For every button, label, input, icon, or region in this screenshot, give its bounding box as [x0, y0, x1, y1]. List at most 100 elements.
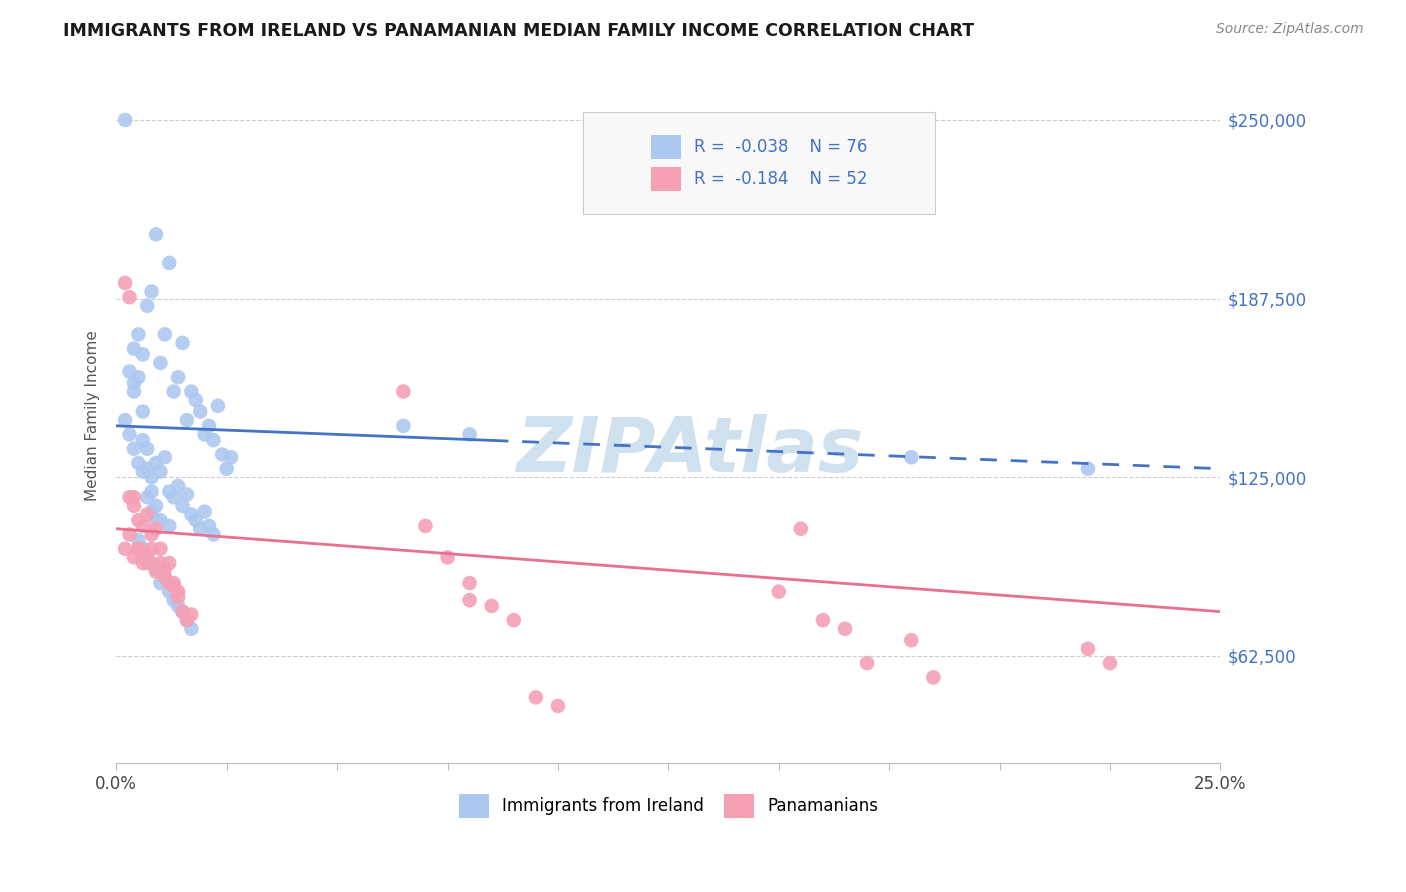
- Point: [1098, 656, 1121, 670]
- Point: [136, 491, 159, 505]
- Point: [145, 456, 167, 470]
- Point: [176, 613, 198, 627]
- Point: [132, 433, 155, 447]
- Point: [176, 613, 198, 627]
- Point: [122, 376, 145, 390]
- Point: [194, 427, 217, 442]
- Point: [219, 450, 242, 465]
- Point: [180, 508, 202, 522]
- Point: [198, 519, 221, 533]
- Point: [127, 370, 149, 384]
- Point: [458, 576, 481, 591]
- Point: [202, 527, 225, 541]
- Point: [415, 519, 437, 533]
- Point: [180, 622, 202, 636]
- Point: [153, 562, 176, 576]
- Point: [136, 548, 159, 562]
- Point: [167, 599, 190, 613]
- Point: [194, 505, 217, 519]
- Point: [132, 556, 155, 570]
- Point: [132, 465, 155, 479]
- Point: [172, 605, 194, 619]
- Point: [163, 593, 186, 607]
- Point: [176, 487, 198, 501]
- Point: [145, 522, 167, 536]
- Point: [198, 418, 221, 433]
- Point: [502, 613, 524, 627]
- Point: [149, 356, 172, 370]
- Point: [145, 562, 167, 576]
- Point: [149, 513, 172, 527]
- Point: [149, 556, 172, 570]
- Point: [392, 384, 415, 399]
- Point: [167, 591, 190, 605]
- Point: [458, 427, 481, 442]
- Point: [141, 505, 163, 519]
- Point: [900, 633, 922, 648]
- Point: [114, 541, 136, 556]
- Point: [136, 508, 159, 522]
- Point: [157, 256, 180, 270]
- Point: [122, 384, 145, 399]
- Point: [153, 450, 176, 465]
- Point: [215, 461, 238, 475]
- Point: [157, 556, 180, 570]
- Point: [118, 290, 141, 304]
- Point: [118, 365, 141, 379]
- Point: [145, 513, 167, 527]
- Point: [127, 541, 149, 556]
- Point: [141, 484, 163, 499]
- Point: [547, 698, 569, 713]
- Point: [180, 384, 202, 399]
- Point: [188, 522, 211, 536]
- Y-axis label: Median Family Income: Median Family Income: [86, 330, 100, 501]
- Point: [132, 550, 155, 565]
- Point: [188, 404, 211, 418]
- Point: [436, 550, 458, 565]
- Point: [157, 484, 180, 499]
- Point: [157, 576, 180, 591]
- Point: [1077, 641, 1099, 656]
- Point: [149, 465, 172, 479]
- Point: [184, 393, 207, 408]
- Point: [167, 370, 190, 384]
- Point: [856, 656, 879, 670]
- Point: [172, 499, 194, 513]
- Point: [211, 447, 233, 461]
- Point: [834, 622, 856, 636]
- Point: [136, 442, 159, 456]
- Point: [811, 613, 834, 627]
- Point: [145, 499, 167, 513]
- Point: [163, 384, 186, 399]
- Point: [172, 335, 194, 350]
- Point: [922, 670, 945, 684]
- Point: [122, 550, 145, 565]
- Point: [145, 227, 167, 242]
- Point: [458, 593, 481, 607]
- Point: [1077, 461, 1099, 475]
- Point: [114, 276, 136, 290]
- Point: [122, 491, 145, 505]
- Point: [136, 556, 159, 570]
- Point: [790, 522, 813, 536]
- Point: [149, 576, 172, 591]
- Point: [118, 491, 141, 505]
- Point: [153, 570, 176, 584]
- Point: [172, 605, 194, 619]
- Point: [207, 399, 229, 413]
- Point: [141, 556, 163, 570]
- Point: [167, 584, 190, 599]
- Point: [163, 579, 186, 593]
- Text: Source: ZipAtlas.com: Source: ZipAtlas.com: [1216, 22, 1364, 37]
- Legend: R =  -0.038    N = 76, R =  -0.184    N = 52: R = -0.038 N = 76, R = -0.184 N = 52: [644, 128, 875, 197]
- Point: [141, 285, 163, 299]
- Point: [202, 433, 225, 447]
- Point: [114, 112, 136, 127]
- Point: [136, 299, 159, 313]
- Point: [184, 513, 207, 527]
- Point: [180, 607, 202, 622]
- Point: [153, 327, 176, 342]
- Point: [132, 541, 155, 556]
- Point: [127, 327, 149, 342]
- Point: [127, 513, 149, 527]
